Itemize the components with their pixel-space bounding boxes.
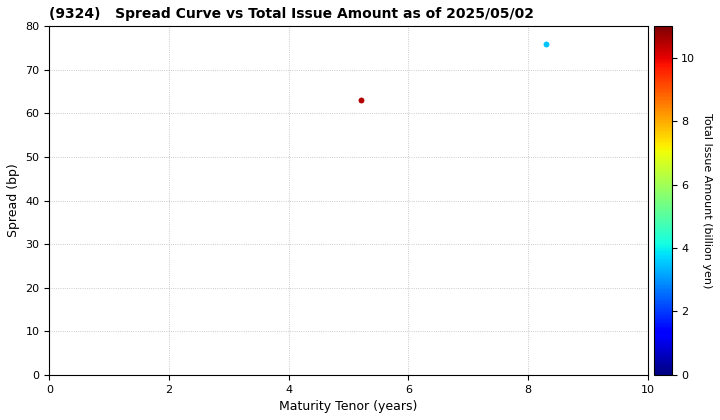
Text: (9324)   Spread Curve vs Total Issue Amount as of 2025/05/02: (9324) Spread Curve vs Total Issue Amoun… <box>50 7 534 21</box>
X-axis label: Maturity Tenor (years): Maturity Tenor (years) <box>279 400 418 413</box>
Point <box>540 40 552 47</box>
Point <box>355 97 366 104</box>
Y-axis label: Spread (bp): Spread (bp) <box>7 164 20 237</box>
Y-axis label: Total Issue Amount (billion yen): Total Issue Amount (billion yen) <box>702 113 712 288</box>
